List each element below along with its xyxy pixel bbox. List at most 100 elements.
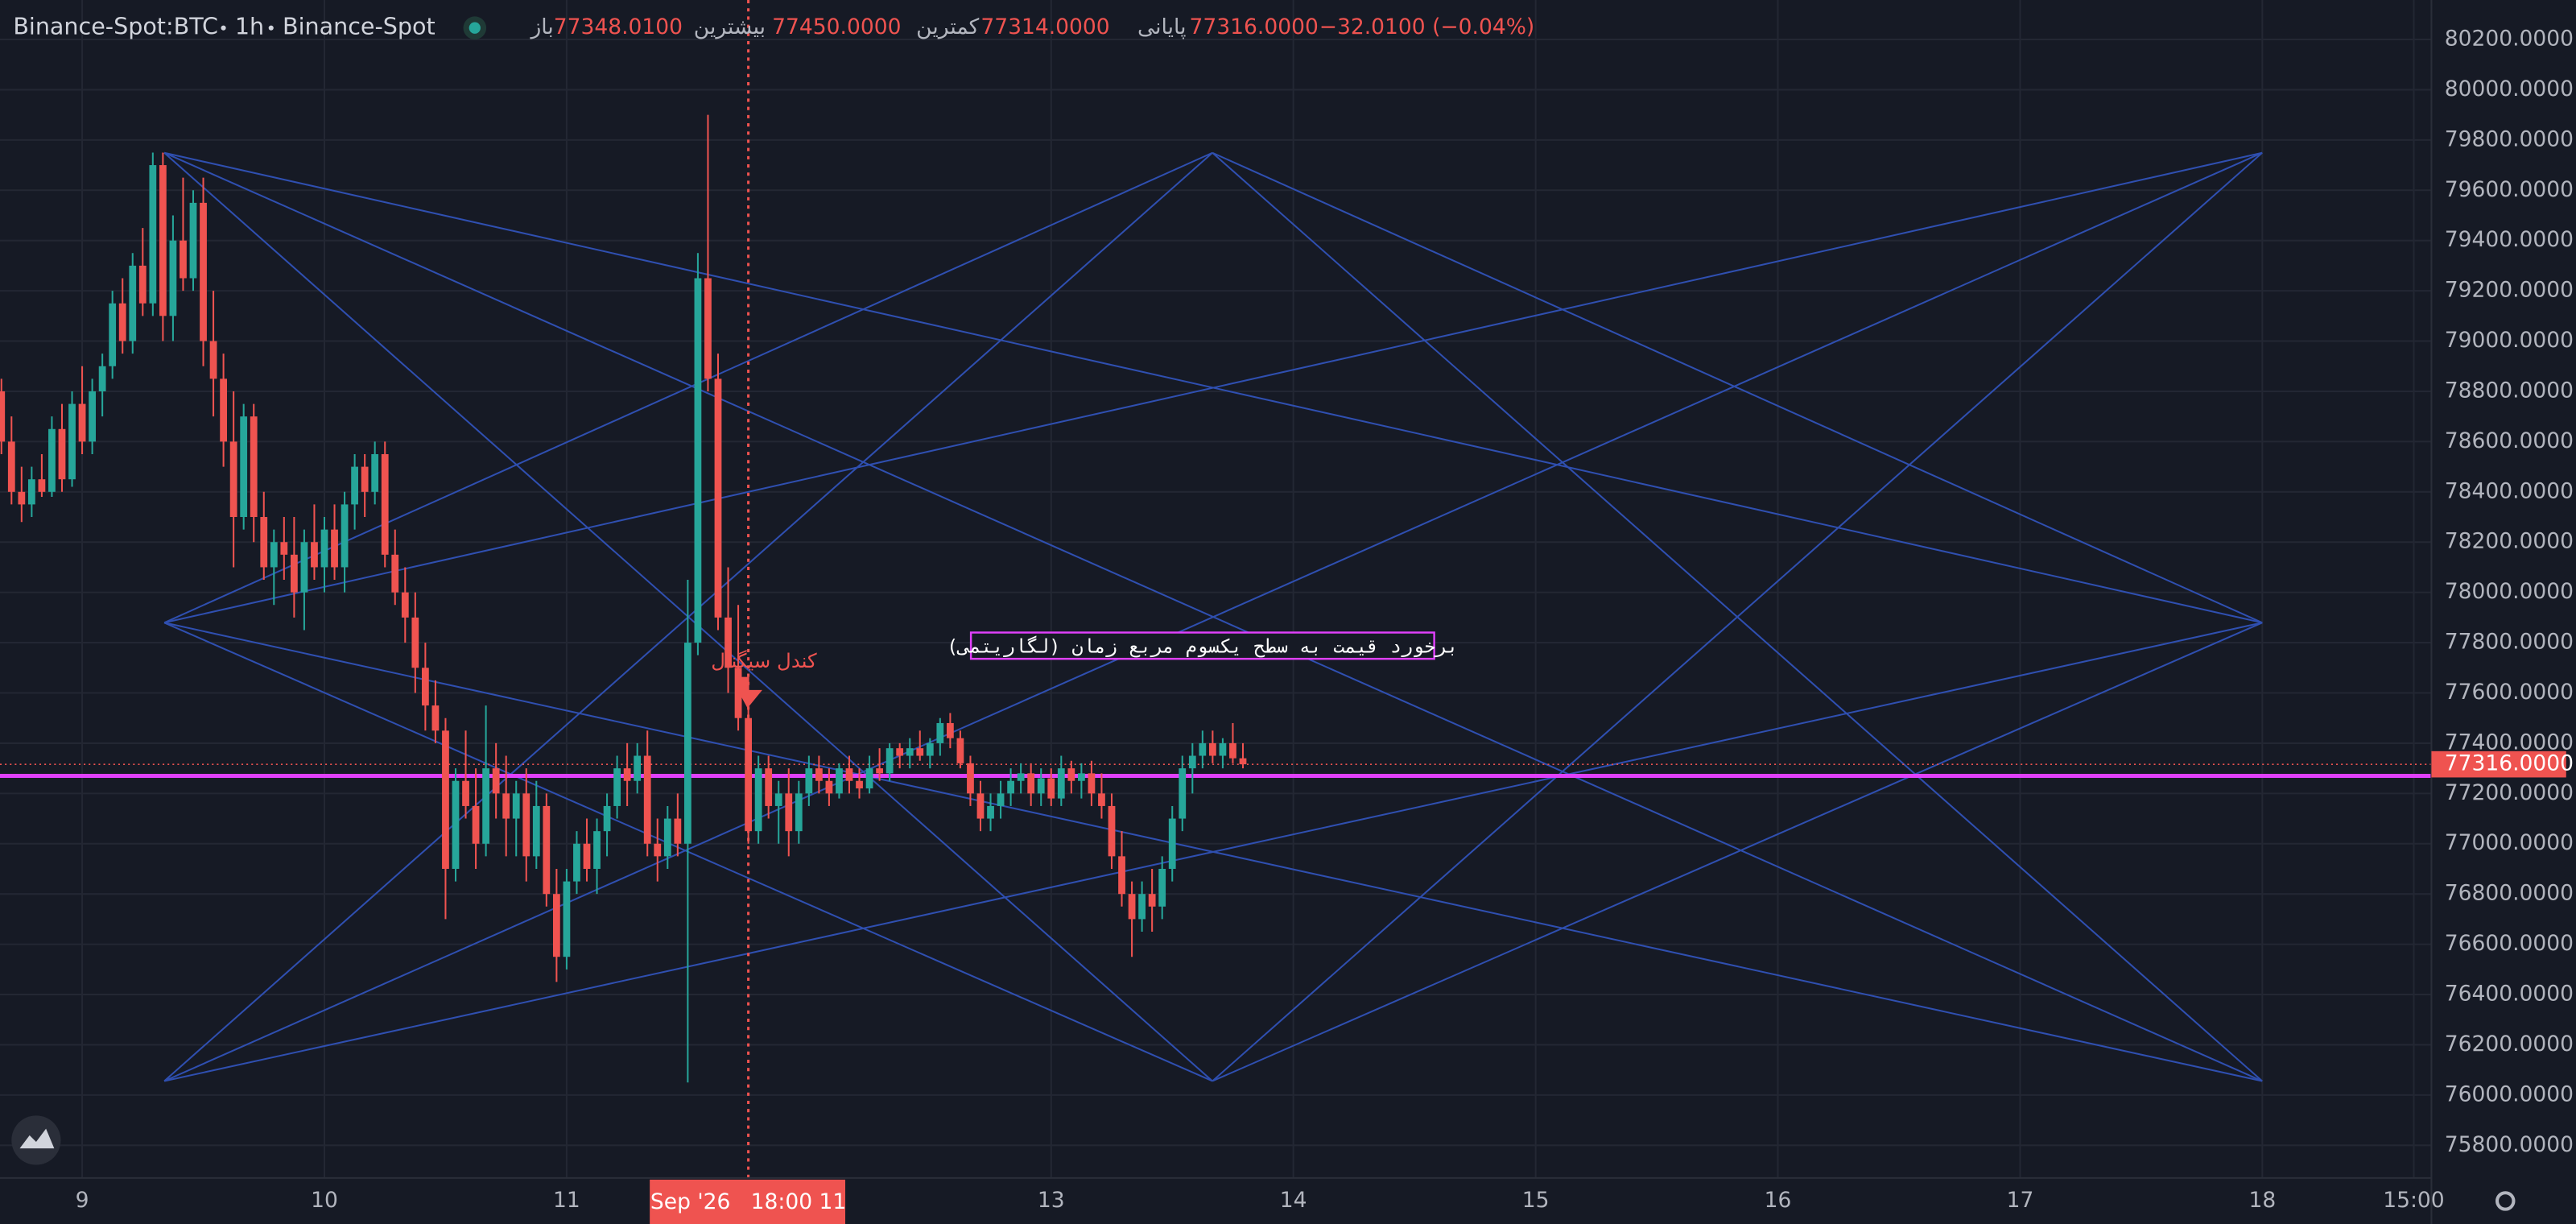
candle-body (694, 278, 702, 643)
exchange: Binance-Spot (283, 13, 436, 40)
y-tick-label: 77200.0000 (2445, 780, 2574, 805)
candle-body (825, 780, 833, 794)
y-tick-label: 75800.0000 (2445, 1132, 2574, 1157)
open-value: 77348.0100 (554, 14, 683, 39)
candle-body (1098, 793, 1105, 806)
candle-body (1199, 742, 1207, 756)
candle-body (1047, 778, 1055, 799)
candle-body (78, 403, 86, 442)
candle-body (58, 428, 66, 480)
candle-body (1037, 778, 1045, 794)
y-tick-label: 79800.0000 (2445, 126, 2574, 151)
logo[interactable] (11, 1115, 61, 1165)
y-tick-label: 79600.0000 (2445, 177, 2574, 202)
candle-body (270, 542, 278, 568)
candle-body (683, 643, 691, 844)
low-label: کمترین (916, 14, 980, 39)
y-tick-label: 76000.0000 (2445, 1081, 2574, 1106)
candle-body (300, 542, 308, 593)
y-tick-label: 80200.0000 (2445, 27, 2574, 52)
candle-body (754, 768, 762, 832)
close-label: پایانی (1137, 14, 1186, 39)
candle-body (896, 748, 904, 756)
settings-icon[interactable] (2496, 1191, 2516, 1211)
x-tick-label: 18 (2249, 1188, 2277, 1213)
candle-body (250, 416, 258, 518)
candle-body (1158, 868, 1166, 907)
drawing-line (163, 151, 1213, 624)
candle-body (421, 668, 429, 706)
low-value: 77314.0000 (980, 14, 1109, 39)
y-tick-label: 79400.0000 (2445, 227, 2574, 252)
x-tick-label: 11 (553, 1188, 580, 1213)
candle-body (543, 805, 551, 895)
candle-body (573, 843, 580, 882)
y-tick-label: 78200.0000 (2445, 529, 2574, 554)
y-tick-label: 80000.0000 (2445, 76, 2574, 101)
candle-body (552, 894, 560, 957)
candle-body (492, 768, 500, 794)
signal-arrow (737, 676, 762, 709)
candle-body (563, 881, 571, 957)
y-tick-label: 78000.0000 (2445, 579, 2574, 604)
change-value: −32.0100 (−0.04%) (1319, 14, 1534, 39)
candle-body (1148, 894, 1156, 907)
y-tick-label: 78600.0000 (2445, 428, 2574, 453)
candle-body (714, 378, 722, 618)
candle-body (532, 805, 540, 857)
candle-body (512, 793, 520, 819)
y-tick-label: 76200.0000 (2445, 1032, 2574, 1057)
separator-dot (268, 25, 274, 31)
candle-body (785, 793, 793, 832)
candle-body (1188, 755, 1196, 769)
candle-body (391, 554, 399, 593)
candle-body (452, 780, 460, 869)
candle-body (865, 768, 873, 789)
candle-body (1088, 773, 1096, 794)
candle-body (502, 793, 510, 819)
candle-body (109, 303, 117, 366)
drawing-line (163, 151, 2263, 624)
note-box (969, 631, 1435, 660)
candle-body (603, 805, 611, 832)
candle-body (159, 165, 167, 316)
candle-body (1179, 768, 1187, 819)
candle-body (583, 843, 591, 869)
candle-body (987, 805, 994, 819)
candle-body (371, 453, 379, 492)
candle-body (482, 768, 489, 844)
candle-body (0, 391, 6, 442)
candle-body (18, 491, 26, 505)
y-tick-label: 78800.0000 (2445, 378, 2574, 403)
candle-body (472, 805, 480, 844)
y-tick-label: 77400.0000 (2445, 730, 2574, 755)
crosshair-label: Sep '26 18:00 11 (650, 1189, 846, 1214)
open-label: باز (529, 14, 553, 39)
y-tick-label: 79200.0000 (2445, 278, 2574, 303)
candle-body (280, 542, 288, 555)
candle-body (1067, 768, 1075, 781)
x-tick-label: 17 (2007, 1188, 2034, 1213)
candle-body (1168, 818, 1176, 869)
candle-body (68, 403, 76, 480)
candle-body (704, 278, 712, 379)
candle-body (613, 768, 621, 806)
candle-body (765, 768, 773, 806)
candle-body (815, 768, 823, 781)
candle-body (845, 768, 853, 781)
candle-body (946, 722, 954, 738)
candle-body (1017, 773, 1025, 781)
candle-body (260, 517, 268, 568)
interval: 1h (235, 13, 264, 40)
candle-body (805, 768, 813, 794)
candle-body (209, 341, 217, 379)
drawing-line (1212, 151, 2263, 624)
y-tick-label: 77000.0000 (2445, 830, 2574, 855)
candle-body (431, 705, 440, 731)
candle-body (876, 768, 883, 774)
candle-body (623, 768, 631, 781)
drawing-line (163, 622, 2263, 1082)
